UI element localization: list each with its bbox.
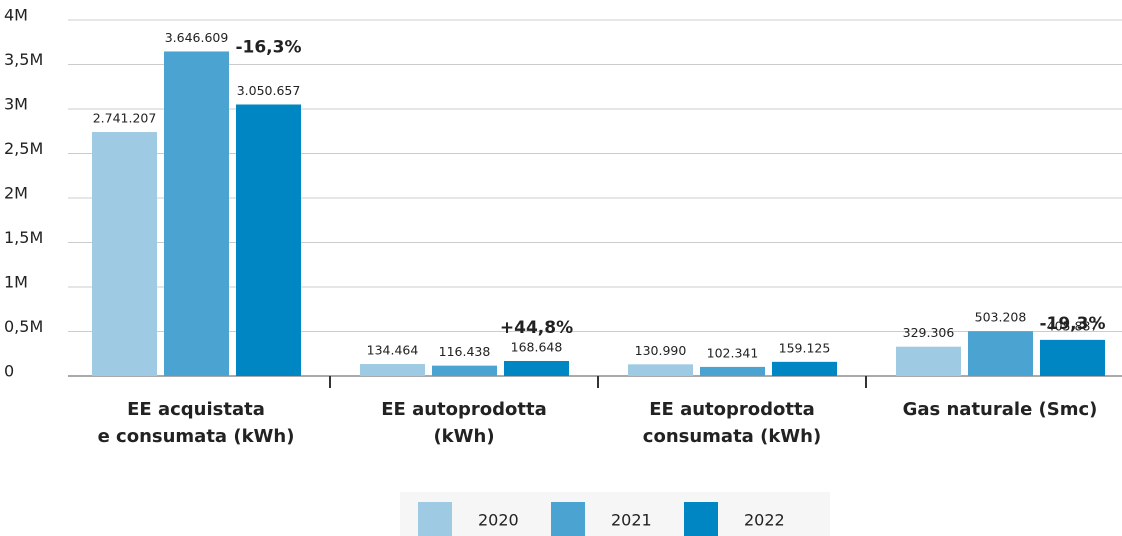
change-label: +44,8% bbox=[500, 318, 573, 338]
legend-swatch bbox=[418, 502, 452, 536]
y-tick-label: 0,5M bbox=[4, 317, 43, 336]
bar bbox=[432, 365, 497, 376]
y-tick-label: 3M bbox=[4, 95, 28, 114]
y-tick-label: 1M bbox=[4, 273, 28, 292]
legend-label: 2022 bbox=[744, 511, 785, 530]
change-label: -16,3% bbox=[235, 37, 301, 57]
value-label: 503.208 bbox=[975, 310, 1027, 325]
legend-label: 2021 bbox=[611, 511, 652, 530]
x-tick-label: EE autoprodotta consumata (kWh) bbox=[642, 399, 822, 447]
value-label: 168.648 bbox=[511, 339, 563, 354]
bar bbox=[896, 346, 961, 376]
value-label: 159.125 bbox=[779, 340, 831, 355]
value-label: 3.646.609 bbox=[165, 30, 229, 45]
legend-swatch bbox=[551, 502, 585, 536]
value-label: 329.306 bbox=[903, 325, 955, 340]
y-tick-label: 1,5M bbox=[4, 228, 43, 247]
x-tick-label: EE autoprodotta (kWh) bbox=[381, 399, 547, 447]
y-tick-label: 2,5M bbox=[4, 139, 43, 158]
x-tick-label: EE acquistata e consumata (kWh) bbox=[97, 399, 295, 447]
legend-label: 2020 bbox=[478, 511, 519, 530]
value-label: 116.438 bbox=[439, 344, 491, 359]
y-tick-label: 4M bbox=[4, 6, 28, 25]
bar bbox=[164, 51, 229, 377]
value-label: 102.341 bbox=[707, 345, 759, 360]
bar bbox=[628, 364, 693, 376]
y-tick-label: 3,5M bbox=[4, 50, 43, 69]
bar bbox=[360, 364, 425, 376]
change-label: -19,3% bbox=[1039, 314, 1105, 334]
y-tick-label: 0 bbox=[4, 362, 14, 381]
bar bbox=[968, 331, 1033, 376]
x-tick-label: Gas naturale (Smc) bbox=[902, 399, 1098, 420]
bar bbox=[92, 132, 157, 376]
bar bbox=[1040, 339, 1105, 376]
bar bbox=[700, 366, 765, 376]
bar bbox=[236, 104, 301, 377]
bar bbox=[504, 360, 569, 376]
bar bbox=[772, 361, 837, 376]
value-label: 3.050.657 bbox=[237, 83, 301, 98]
legend-box bbox=[400, 492, 830, 536]
value-label: 130.990 bbox=[635, 343, 687, 358]
value-label: 134.464 bbox=[367, 343, 419, 358]
y-tick-label: 2M bbox=[4, 184, 28, 203]
value-label: 405.887 bbox=[1047, 318, 1099, 333]
legend-swatch bbox=[684, 502, 718, 536]
value-label: 2.741.207 bbox=[93, 111, 157, 126]
